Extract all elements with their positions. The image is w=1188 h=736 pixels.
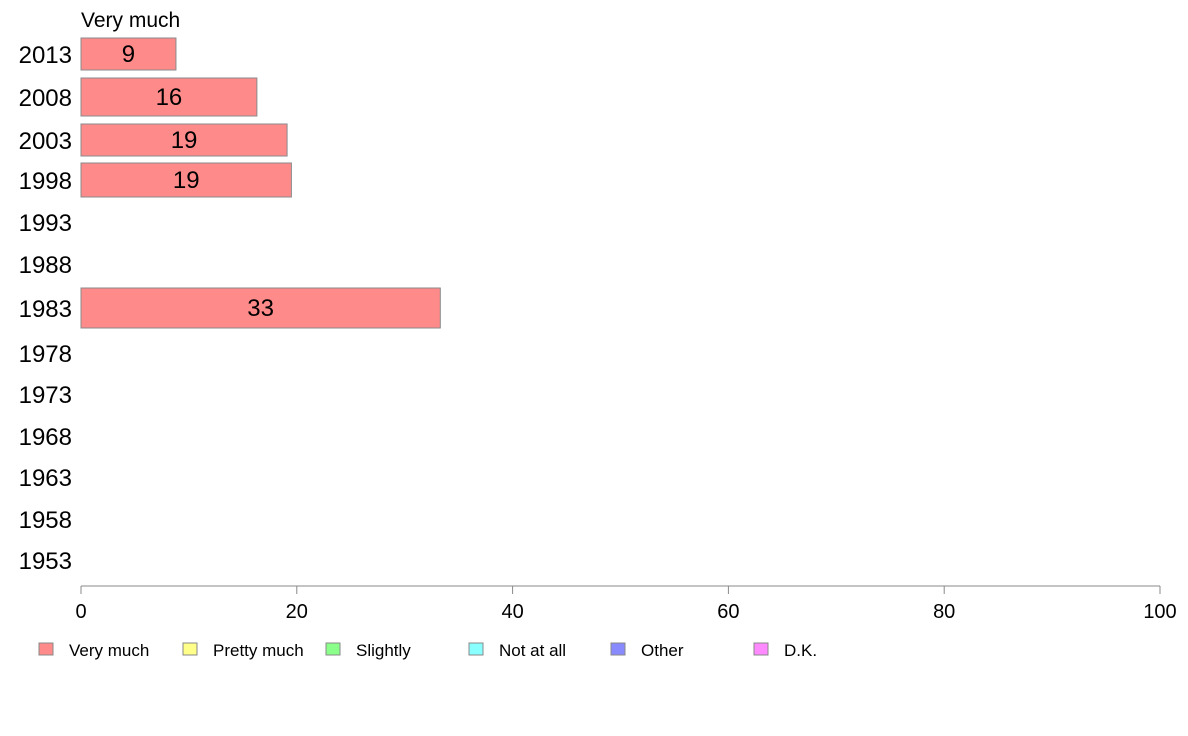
series-title: Very much bbox=[81, 9, 180, 32]
x-tick-label: 40 bbox=[501, 601, 523, 623]
y-tick-label: 2013 bbox=[19, 42, 72, 69]
legend-swatch bbox=[38, 642, 54, 656]
x-tick-label: 20 bbox=[286, 601, 308, 623]
legend-swatch bbox=[468, 642, 484, 656]
y-tick-label: 1978 bbox=[19, 341, 72, 368]
bar bbox=[80, 162, 292, 198]
legend-label: Very much bbox=[69, 641, 149, 660]
legend-label: D.K. bbox=[784, 641, 817, 660]
x-axis: 0 20 40 60 80 100 bbox=[75, 585, 1177, 623]
legend-swatch bbox=[182, 642, 198, 656]
legend: Very much Pretty much Slightly Not at all Ot… bbox=[38, 641, 817, 660]
y-tick-label: 1993 bbox=[19, 210, 72, 237]
x-tick-label: 100 bbox=[1143, 601, 1176, 623]
legend-swatch bbox=[325, 642, 341, 656]
bar bbox=[80, 123, 288, 157]
bar bbox=[80, 77, 258, 117]
legend-label: Slightly bbox=[356, 641, 411, 660]
legend-label: Other bbox=[641, 641, 684, 660]
y-axis-labels: 2013 2008 2003 1998 1993 1988 1983 1978 1973 1968… bbox=[19, 42, 72, 575]
y-tick-label: 1958 bbox=[19, 507, 72, 534]
legend-swatch bbox=[610, 642, 626, 656]
y-tick-label: 1998 bbox=[19, 168, 72, 195]
bar-value-label: 19 bbox=[173, 167, 200, 194]
y-tick-label: 2008 bbox=[19, 85, 72, 112]
x-tick-label: 60 bbox=[717, 601, 739, 623]
y-tick-label: 2003 bbox=[19, 128, 72, 155]
legend-label: Pretty much bbox=[213, 641, 304, 660]
legend-label: Not at all bbox=[499, 641, 566, 660]
bar bbox=[80, 287, 441, 329]
bar bbox=[80, 37, 177, 71]
x-tick-label: 0 bbox=[75, 601, 86, 623]
legend-swatch bbox=[753, 642, 769, 656]
bar-value-label: 33 bbox=[247, 295, 274, 322]
bar-value-label: 9 bbox=[122, 41, 135, 68]
bar-value-label: 16 bbox=[156, 84, 183, 111]
y-tick-label: 1968 bbox=[19, 424, 72, 451]
y-tick-label: 1988 bbox=[19, 252, 72, 279]
y-tick-label: 1953 bbox=[19, 548, 72, 575]
bars: 9 16 19 19 33 bbox=[80, 37, 441, 329]
x-tick-label: 80 bbox=[933, 601, 955, 623]
y-tick-label: 1963 bbox=[19, 465, 72, 492]
bar-value-label: 19 bbox=[171, 127, 198, 154]
y-tick-label: 1983 bbox=[19, 296, 72, 323]
y-tick-label: 1973 bbox=[19, 382, 72, 409]
